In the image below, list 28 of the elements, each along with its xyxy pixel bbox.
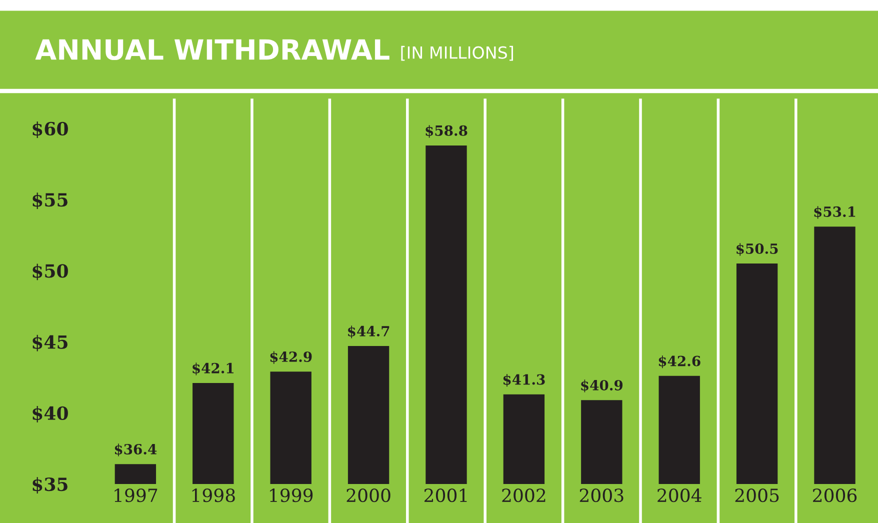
y-tick-label: $40	[32, 406, 68, 422]
data-label: $44.7	[348, 326, 390, 338]
chart-subtitle: [IN MILLIONS]	[401, 46, 513, 61]
data-label: $42.9	[270, 351, 312, 364]
x-tick-label: 2000	[346, 488, 390, 502]
data-label: $50.5	[736, 243, 778, 256]
chart-title: ANNUAL WITHDRAWAL	[35, 39, 390, 60]
x-tick-label: 2005	[735, 488, 779, 502]
x-tick-label: 2006	[813, 488, 857, 502]
y-tick-label: $45	[32, 334, 68, 352]
x-tick-label: 2003	[580, 488, 624, 502]
data-label: $53.1	[814, 206, 856, 219]
y-tick-label: $35	[32, 477, 68, 494]
x-tick-label: 1999	[270, 488, 313, 502]
x-tick-label: 1997	[114, 488, 158, 502]
x-tick-label: 2004	[658, 488, 702, 502]
y-tick-label: $55	[32, 192, 68, 210]
data-label: $42.6	[658, 356, 700, 368]
x-tick-label: 2002	[502, 488, 546, 502]
data-label: $58.8	[426, 125, 468, 138]
y-tick-label: $50	[32, 264, 68, 280]
y-tick-label: $60	[32, 122, 68, 138]
x-tick-label: 1998	[192, 488, 235, 502]
data-label: $36.4	[114, 444, 157, 456]
x-tick-label: 2001	[424, 488, 467, 502]
data-label: $41.3	[503, 374, 545, 387]
data-label: $40.9	[581, 380, 623, 392]
data-label: $42.1	[192, 362, 234, 376]
